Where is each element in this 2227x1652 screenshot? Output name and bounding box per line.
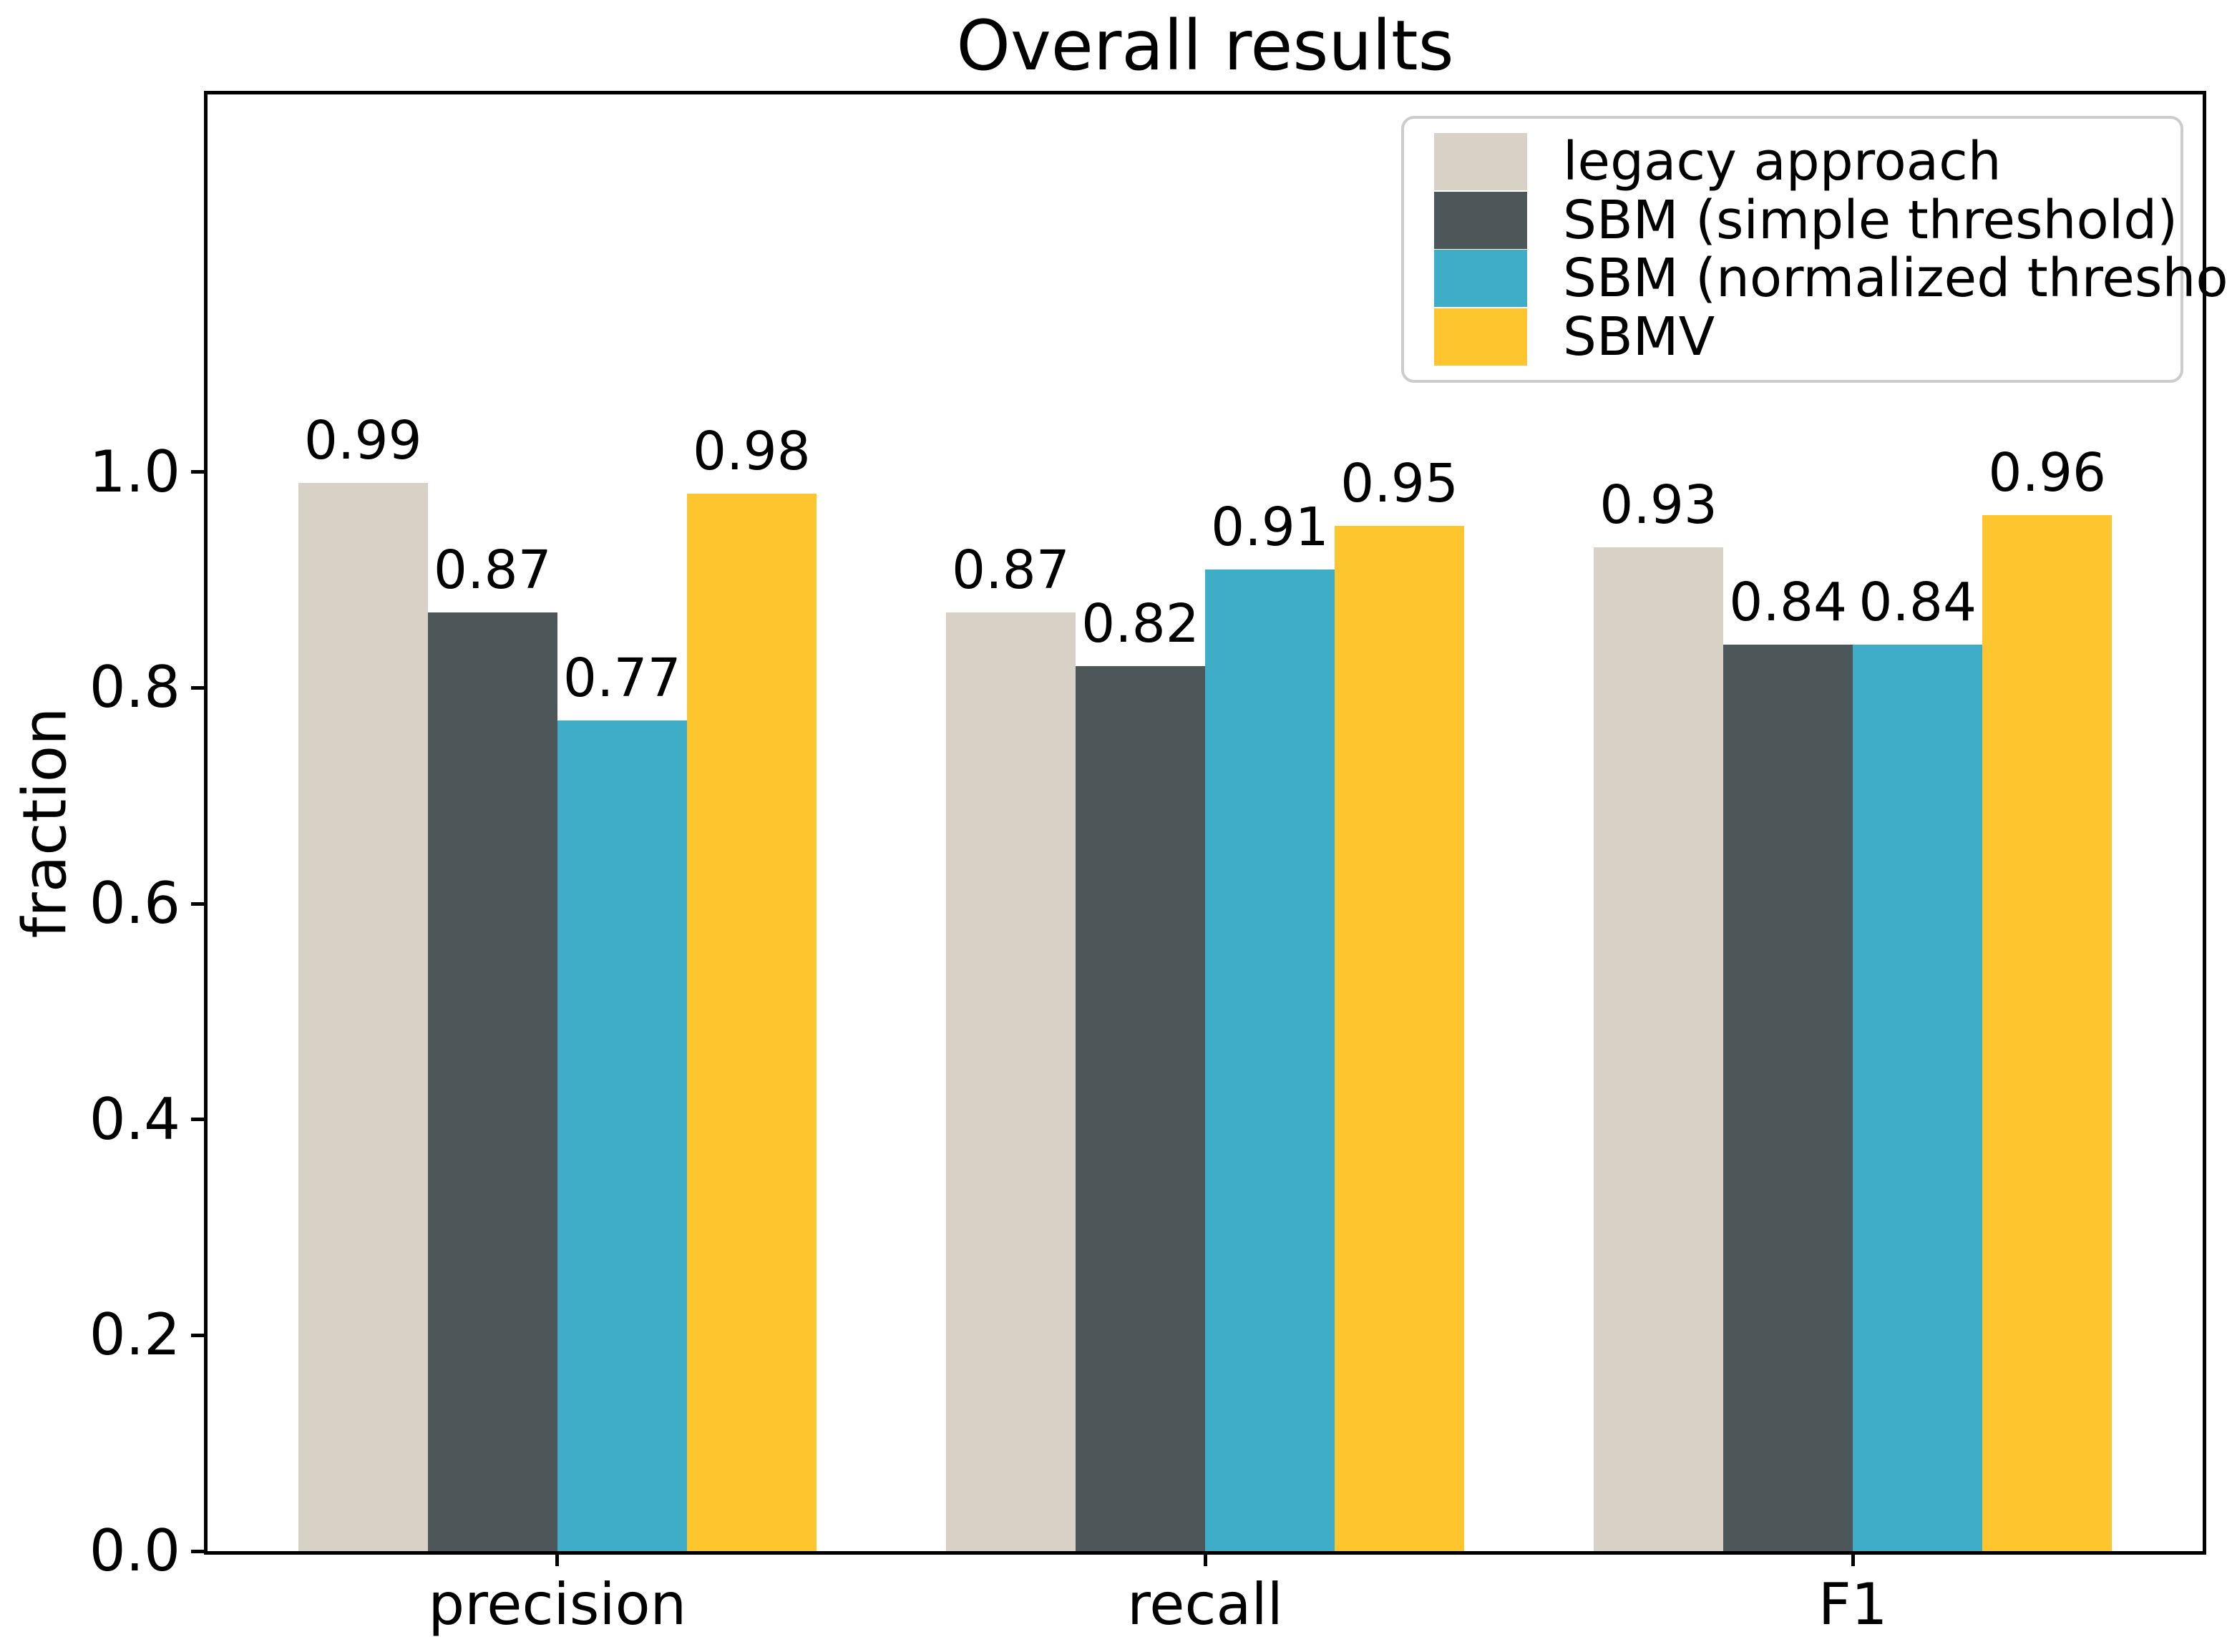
y-tick-mark	[191, 1549, 204, 1553]
bar-value-label: 0.87	[952, 539, 1070, 601]
bar-value-label: 0.87	[433, 539, 552, 601]
y-tick-mark	[191, 685, 204, 690]
legend-swatch-icon	[1434, 308, 1527, 366]
legend-item: legacy approach	[1434, 130, 2173, 192]
y-tick-label: 0.0	[89, 1517, 180, 1584]
x-tick-mark	[555, 1555, 560, 1566]
bar-recall-series-2	[1205, 569, 1335, 1551]
y-tick-mark	[191, 1118, 204, 1122]
bar-value-label: 0.99	[303, 409, 422, 471]
x-tick-mark	[1203, 1555, 1207, 1566]
bar-precision-series-1	[427, 612, 557, 1551]
bar-value-label: 0.98	[692, 421, 811, 483]
bar-F1-series-3	[1982, 515, 2113, 1551]
legend-label: SBM (simple threshold)	[1563, 189, 2178, 251]
x-tick-mark	[1851, 1555, 1855, 1566]
y-tick-label: 0.6	[89, 870, 180, 937]
bar-value-label: 0.77	[562, 647, 681, 709]
legend-swatch-icon	[1434, 191, 1527, 249]
bar-recall-series-0	[945, 612, 1076, 1551]
x-tick-label-precision: precision	[428, 1571, 687, 1638]
bar-value-label: 0.95	[1340, 453, 1458, 515]
bar-value-label: 0.91	[1211, 496, 1329, 558]
bar-value-label: 0.84	[1729, 572, 1848, 634]
legend-label: SBM (normalized threshold)	[1563, 248, 2227, 310]
bar-value-label: 0.84	[1858, 572, 1977, 634]
bar-recall-series-1	[1075, 666, 1205, 1551]
legend: legacy approach SBM (simple threshold) SBM…	[1401, 116, 2227, 383]
y-tick-mark	[191, 901, 204, 906]
bar-recall-series-3	[1335, 526, 1465, 1551]
bar-precision-series-3	[686, 494, 817, 1551]
legend-item: SBM (normalized threshold)	[1434, 250, 2227, 308]
bar-precision-series-0	[298, 482, 428, 1551]
y-tick-label: 0.4	[89, 1085, 180, 1153]
legend-label: SBMV	[1563, 306, 1715, 368]
bar-value-label: 0.96	[1988, 442, 2107, 504]
y-tick-label: 0.2	[89, 1301, 180, 1369]
legend-label: legacy approach	[1563, 130, 2002, 192]
bar-F1-series-0	[1594, 547, 1724, 1551]
legend-swatch-icon	[1434, 250, 1527, 308]
x-tick-label-F1: F1	[1818, 1571, 1888, 1638]
y-tick-label: 1.0	[89, 438, 180, 505]
y-tick-mark	[191, 1333, 204, 1337]
y-tick-label: 0.8	[89, 654, 180, 721]
bar-value-label: 0.82	[1081, 593, 1199, 655]
bar-value-label: 0.93	[1599, 474, 1717, 537]
legend-swatch-icon	[1434, 132, 1527, 190]
x-tick-label-recall: recall	[1127, 1571, 1283, 1638]
y-tick-mark	[191, 470, 204, 474]
legend-item: SBMV	[1434, 308, 2173, 366]
bar-precision-series-2	[557, 720, 687, 1551]
legend-item: SBM (simple threshold)	[1434, 191, 2178, 249]
chart-title: Overall results	[956, 6, 1454, 86]
bar-F1-series-1	[1723, 645, 1853, 1551]
bar-F1-series-2	[1853, 645, 1983, 1551]
